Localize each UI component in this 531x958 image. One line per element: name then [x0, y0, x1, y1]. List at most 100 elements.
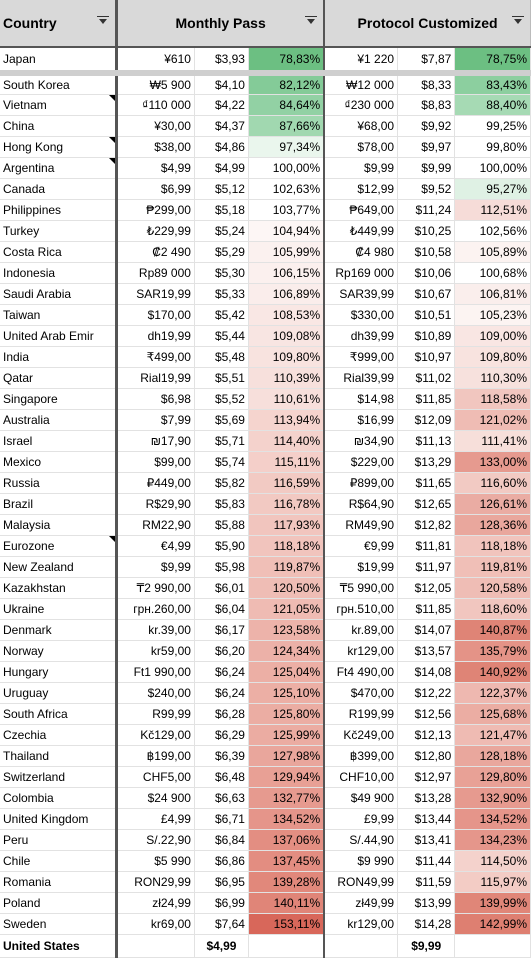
mp-percent-cell[interactable]: 82,12%	[248, 73, 326, 95]
mp-usd-price-cell[interactable]: $5,33	[194, 283, 249, 305]
pc-usd-price-cell[interactable]: $12,80	[397, 745, 456, 767]
pc-usd-price-cell[interactable]: $11,59	[397, 871, 456, 893]
mp-usd-price-cell[interactable]: $3,93	[194, 47, 249, 76]
mp-percent-cell[interactable]: 108,53%	[248, 304, 326, 326]
pc-percent-cell[interactable]: 121,02%	[454, 409, 531, 431]
pc-local-price-cell[interactable]: dh39,99	[324, 325, 399, 347]
pc-usd-price-cell[interactable]: $11,81	[397, 535, 456, 557]
pc-percent-cell[interactable]: 99,80%	[454, 136, 531, 158]
pc-local-price-cell[interactable]: ₺449,99	[324, 220, 399, 242]
country-cell[interactable]: Qatar	[0, 367, 119, 389]
mp-local-price-cell[interactable]: £4,99	[116, 808, 195, 830]
filter-icon[interactable]	[512, 16, 524, 26]
mp-local-price-cell[interactable]: kr59,00	[116, 640, 195, 662]
pc-percent-cell[interactable]: 105,23%	[454, 304, 531, 326]
mp-local-price-cell[interactable]: Rial19,99	[116, 367, 195, 389]
pc-local-price-cell[interactable]: S/.44,90	[324, 829, 399, 851]
mp-local-price-cell[interactable]: грн.260,00	[116, 598, 195, 620]
mp-usd-price-cell[interactable]: $5,83	[194, 493, 249, 515]
mp-percent-cell[interactable]: 129,94%	[248, 766, 326, 788]
mp-local-price-cell[interactable]: €4,99	[116, 535, 195, 557]
pc-usd-price-cell[interactable]: $14,28	[397, 913, 456, 935]
pc-usd-price-cell[interactable]: $10,06	[397, 262, 456, 284]
pc-local-price-cell[interactable]: $330,00	[324, 304, 399, 326]
pc-percent-cell[interactable]: 78,75%	[454, 47, 531, 76]
pc-local-price-cell[interactable]: Rial39,99	[324, 367, 399, 389]
country-cell[interactable]: Turkey	[0, 220, 119, 242]
mp-percent-cell[interactable]: 104,94%	[248, 220, 326, 242]
mp-local-price-cell[interactable]: SAR19,99	[116, 283, 195, 305]
mp-usd-price-cell[interactable]: $4,99	[194, 157, 249, 179]
mp-percent-cell[interactable]: 125,04%	[248, 661, 326, 683]
country-cell[interactable]: Ukraine	[0, 598, 119, 620]
mp-percent-cell[interactable]: 105,99%	[248, 241, 326, 263]
pc-percent-cell[interactable]: 106,81%	[454, 283, 531, 305]
pc-local-price-cell[interactable]: $78,00	[324, 136, 399, 158]
pc-percent-cell[interactable]: 135,79%	[454, 640, 531, 662]
mp-usd-price-cell[interactable]: $7,64	[194, 913, 249, 935]
mp-local-price-cell[interactable]: $6,98	[116, 388, 195, 410]
mp-percent-cell[interactable]: 125,10%	[248, 682, 326, 704]
pc-usd-price-cell[interactable]: $11,65	[397, 472, 456, 494]
mp-percent-cell[interactable]: 125,80%	[248, 703, 326, 725]
country-cell[interactable]: Uruguay	[0, 682, 119, 704]
mp-usd-price-cell[interactable]: $4,37	[194, 115, 249, 137]
country-cell[interactable]: Switzerland	[0, 766, 119, 788]
mp-usd-price-cell[interactable]: $5,98	[194, 556, 249, 578]
mp-percent-cell[interactable]: 109,80%	[248, 346, 326, 368]
pc-local-price-cell[interactable]: грн.510,00	[324, 598, 399, 620]
pc-percent-cell[interactable]: 109,80%	[454, 346, 531, 368]
mp-usd-price-cell[interactable]: $6,24	[194, 682, 249, 704]
pc-usd-price-cell[interactable]: $8,33	[397, 73, 456, 95]
mp-usd-price-cell[interactable]: $4,10	[194, 73, 249, 95]
mp-local-price-cell[interactable]: $24 900	[116, 787, 195, 809]
country-cell[interactable]: Israel	[0, 430, 119, 452]
mp-percent-cell[interactable]: 78,83%	[248, 47, 326, 76]
pc-local-price-cell[interactable]: $19,99	[324, 556, 399, 578]
pc-percent-cell[interactable]: 112,51%	[454, 199, 531, 221]
pc-local-price-cell[interactable]: R199,99	[324, 703, 399, 725]
mp-usd-price-cell[interactable]: $6,04	[194, 598, 249, 620]
pc-percent-cell[interactable]: 118,58%	[454, 388, 531, 410]
mp-local-price-cell[interactable]: ₡2 490	[116, 241, 195, 263]
country-cell[interactable]: Saudi Arabia	[0, 283, 119, 305]
mp-percent-cell[interactable]: 113,94%	[248, 409, 326, 431]
footer-empty-cell[interactable]	[248, 933, 326, 958]
mp-local-price-cell[interactable]: ¥610	[116, 47, 195, 76]
mp-percent-cell[interactable]: 87,66%	[248, 115, 326, 137]
pc-usd-price-cell[interactable]: $14,08	[397, 661, 456, 683]
pc-local-price-cell[interactable]: Kč249,00	[324, 724, 399, 746]
pc-local-price-cell[interactable]: ₪34,90	[324, 430, 399, 452]
footer-mp-usd-cell[interactable]: $4,99	[194, 933, 249, 958]
pc-usd-price-cell[interactable]: $9,52	[397, 178, 456, 200]
mp-local-price-cell[interactable]: ₩5 900	[116, 73, 195, 95]
mp-usd-price-cell[interactable]: $5,52	[194, 388, 249, 410]
mp-percent-cell[interactable]: 103,77%	[248, 199, 326, 221]
pc-usd-price-cell[interactable]: $9,92	[397, 115, 456, 137]
country-cell[interactable]: Taiwan	[0, 304, 119, 326]
pc-percent-cell[interactable]: 110,30%	[454, 367, 531, 389]
mp-usd-price-cell[interactable]: $5,48	[194, 346, 249, 368]
column-header-monthly-pass[interactable]: Monthly Pass	[116, 0, 326, 48]
mp-usd-price-cell[interactable]: $6,24	[194, 661, 249, 683]
mp-usd-price-cell[interactable]: $5,69	[194, 409, 249, 431]
mp-usd-price-cell[interactable]: $5,18	[194, 199, 249, 221]
country-cell[interactable]: Thailand	[0, 745, 119, 767]
pc-percent-cell[interactable]: 133,00%	[454, 451, 531, 473]
mp-local-price-cell[interactable]: zł24,99	[116, 892, 195, 914]
footer-empty-cell[interactable]	[324, 933, 399, 958]
mp-percent-cell[interactable]: 134,52%	[248, 808, 326, 830]
mp-local-price-cell[interactable]: Kč129,00	[116, 724, 195, 746]
mp-usd-price-cell[interactable]: $5,88	[194, 514, 249, 536]
mp-percent-cell[interactable]: 109,08%	[248, 325, 326, 347]
mp-usd-price-cell[interactable]: $6,63	[194, 787, 249, 809]
mp-local-price-cell[interactable]: $6,99	[116, 178, 195, 200]
pc-local-price-cell[interactable]: zł49,99	[324, 892, 399, 914]
country-cell[interactable]: Peru	[0, 829, 119, 851]
pc-local-price-cell[interactable]: $16,99	[324, 409, 399, 431]
mp-percent-cell[interactable]: 137,06%	[248, 829, 326, 851]
mp-usd-price-cell[interactable]: $5,90	[194, 535, 249, 557]
pc-local-price-cell[interactable]: ₫230 000	[324, 94, 399, 116]
mp-local-price-cell[interactable]: ฿199,00	[116, 745, 195, 767]
mp-usd-price-cell[interactable]: $4,22	[194, 94, 249, 116]
